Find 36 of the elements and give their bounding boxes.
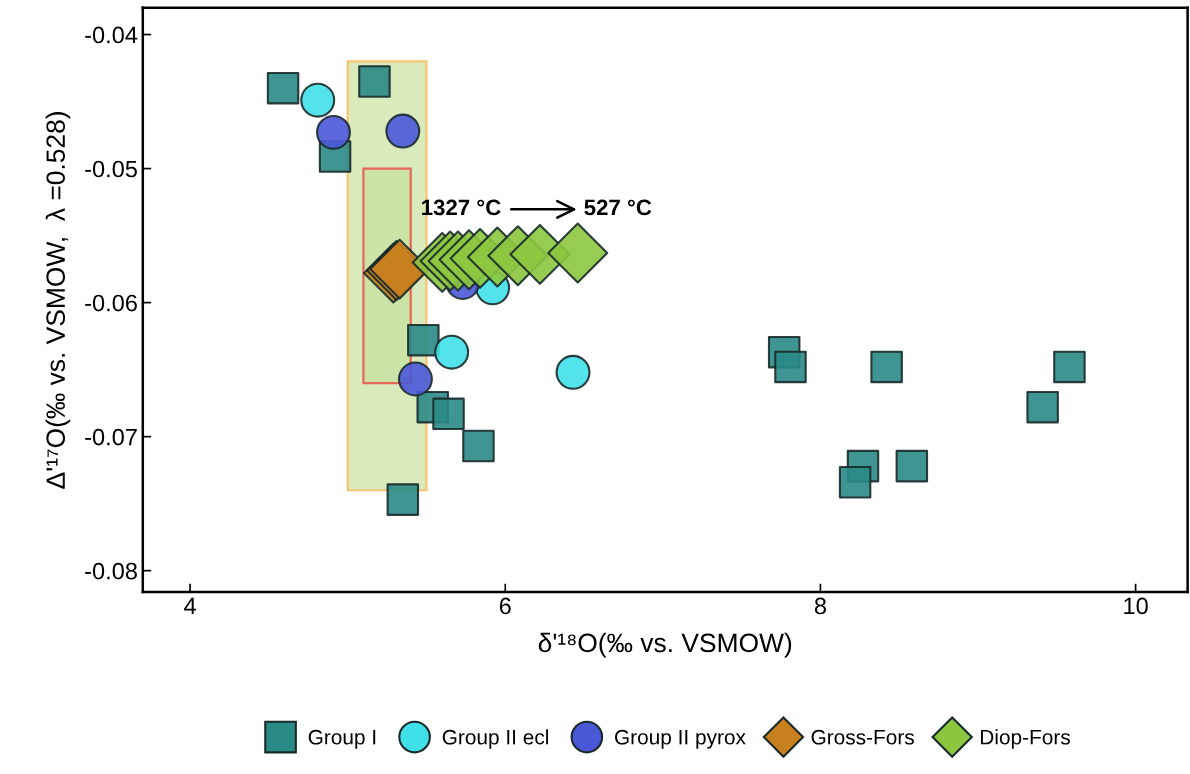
point [774,350,807,384]
x-tick-label: 10 [1124,597,1148,615]
legend-label: Gross-Fors [811,729,914,745]
legend-label: Diop-Fors [980,729,1070,749]
point [555,354,591,390]
point [316,114,351,150]
point [432,397,465,431]
y-tick-label: -0.08 [85,562,137,580]
y-axis-title: Δ'¹⁷O(‰ vs. VSMOW, λ =0.528) [45,112,71,489]
point [462,429,495,463]
annotation: 527 °C [584,199,652,216]
point [870,350,903,384]
point [1053,350,1086,384]
point [358,65,391,98]
point [838,465,872,499]
y-tick-label: -0.05 [85,160,137,178]
point [407,323,440,357]
x-tick-label: 6 [499,597,511,615]
point [386,483,420,516]
point [300,82,336,118]
x-tick-label: 8 [814,597,826,615]
point [397,361,433,397]
legend-label: Group II ecl [442,729,548,749]
point [434,334,470,370]
x-tick-label: 4 [184,597,196,615]
x-axis-title: δ'¹⁸O(‰ vs. VSMOW) [538,632,792,658]
y-tick-label: -0.04 [85,26,138,44]
legend-label: Group II pyrox [615,729,746,749]
point [385,113,421,149]
point [1026,390,1059,424]
legend-label: Group I [308,729,376,749]
point [895,449,929,483]
point [547,222,609,284]
y-tick-label: -0.07 [85,428,137,446]
point [266,71,300,105]
y-tick-label: -0.06 [85,294,137,312]
